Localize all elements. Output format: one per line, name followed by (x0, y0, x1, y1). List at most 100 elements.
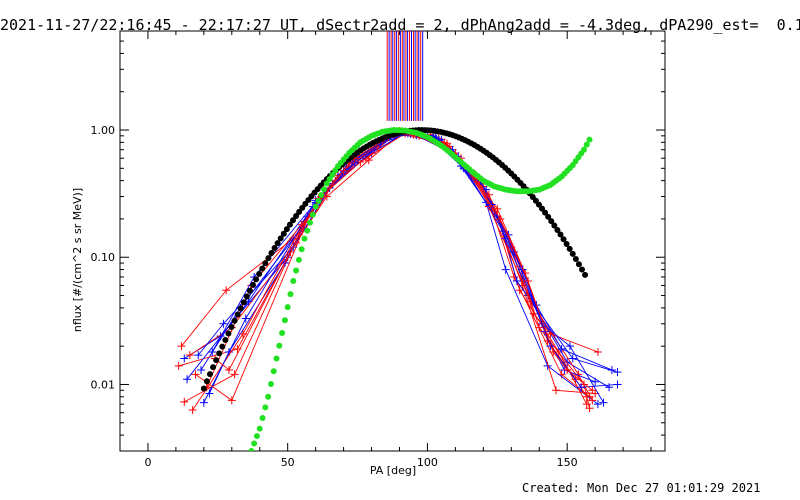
black-curve-point (231, 317, 238, 324)
y-tick-label: 0.01 (91, 378, 116, 391)
black-curve-point (551, 222, 558, 229)
series-line (195, 131, 590, 409)
data-point (180, 354, 189, 363)
data-point (487, 200, 496, 209)
black-curve-point (259, 265, 266, 272)
black-curve-point (557, 231, 564, 238)
black-curve-point (253, 276, 260, 283)
green-curve-point (332, 167, 339, 174)
data-point (524, 277, 533, 286)
data-point (185, 351, 194, 360)
green-model-curve (248, 127, 593, 451)
data-point (557, 345, 566, 354)
black-curve-point (539, 205, 546, 212)
data-point (535, 323, 544, 332)
data-point (607, 365, 616, 374)
green-curve-point (586, 136, 593, 143)
black-curve-point (271, 245, 278, 252)
black-curve-point (200, 385, 207, 392)
black-curve-point (246, 287, 253, 294)
data-point (549, 347, 558, 356)
data-point (208, 347, 217, 356)
black-curve-point (203, 378, 210, 385)
series-red-15 (211, 130, 597, 395)
data-point (510, 272, 519, 281)
data-point (241, 314, 250, 323)
green-curve-point (318, 192, 325, 199)
black-curve-point (274, 240, 281, 247)
black-curve-point (250, 282, 257, 289)
created-timestamp: Created: Mon Dec 27 01:01:29 2021 (522, 481, 761, 495)
black-curve-point (286, 221, 293, 228)
data-point (613, 380, 622, 389)
black-curve-point (213, 357, 220, 364)
green-curve-point (273, 355, 280, 362)
data-point (496, 214, 505, 223)
data-point (593, 400, 602, 409)
black-curve-point (554, 226, 561, 233)
data-point (591, 377, 600, 386)
black-curve-point (216, 350, 223, 357)
series-line (200, 132, 610, 388)
green-curve-point (583, 141, 590, 148)
black-curve-point (563, 241, 570, 248)
data-point (565, 342, 574, 351)
black-curve-point (243, 293, 250, 300)
black-curve-point (582, 271, 589, 278)
data-point (230, 370, 239, 379)
black-model-curve (200, 127, 589, 392)
y-tick-label: 0.10 (91, 251, 116, 264)
data-point (222, 286, 231, 295)
black-curve-point (569, 250, 576, 257)
data-point (582, 400, 591, 409)
black-curve-point (542, 209, 549, 216)
chart-title: 2021-11-27/22:16:45 - 22:17:27 UT, dSect… (0, 16, 800, 34)
black-curve-point (219, 343, 226, 350)
green-curve-point (295, 256, 302, 263)
data-point (546, 329, 555, 338)
data-point (512, 277, 521, 286)
series-red-13 (202, 130, 591, 401)
data-point (568, 354, 577, 363)
series-red-5 (174, 127, 600, 398)
data-point (605, 383, 614, 392)
black-curve-point (206, 371, 213, 378)
black-curve-point (265, 255, 272, 262)
black-curve-point (545, 213, 552, 220)
series-line (184, 131, 599, 405)
data-point (588, 396, 597, 405)
green-curve-point (262, 404, 269, 411)
series-line (214, 133, 593, 391)
black-curve-point (280, 230, 287, 237)
black-curve-point (572, 256, 579, 263)
data-point (225, 365, 233, 374)
black-curve-point (256, 270, 263, 277)
green-curve-point (309, 211, 316, 218)
data-point (191, 370, 200, 379)
series-line (184, 132, 593, 403)
green-curve-point (251, 440, 258, 447)
data-point (599, 398, 608, 407)
series-blue-6 (194, 128, 622, 377)
green-curve-point (284, 304, 291, 311)
data-point (501, 265, 510, 274)
green-curve-point (287, 291, 294, 298)
green-curve-point (315, 197, 322, 204)
data-point (593, 347, 602, 356)
green-curve-point (276, 342, 283, 349)
data-point (582, 392, 591, 401)
series-line (192, 132, 599, 411)
black-curve-point (228, 324, 235, 331)
green-curve-point (312, 203, 319, 210)
green-curve-point (248, 448, 255, 451)
green-curve-point (259, 414, 266, 421)
x-tick-label: 100 (417, 456, 438, 469)
green-curve-point (267, 381, 274, 388)
series-red-7 (180, 129, 597, 406)
green-curve-point (304, 227, 311, 234)
green-curve-point (279, 329, 286, 336)
x-axis-label: PA [deg] (370, 464, 416, 477)
green-curve-point (321, 186, 328, 193)
green-curve-point (301, 235, 308, 242)
